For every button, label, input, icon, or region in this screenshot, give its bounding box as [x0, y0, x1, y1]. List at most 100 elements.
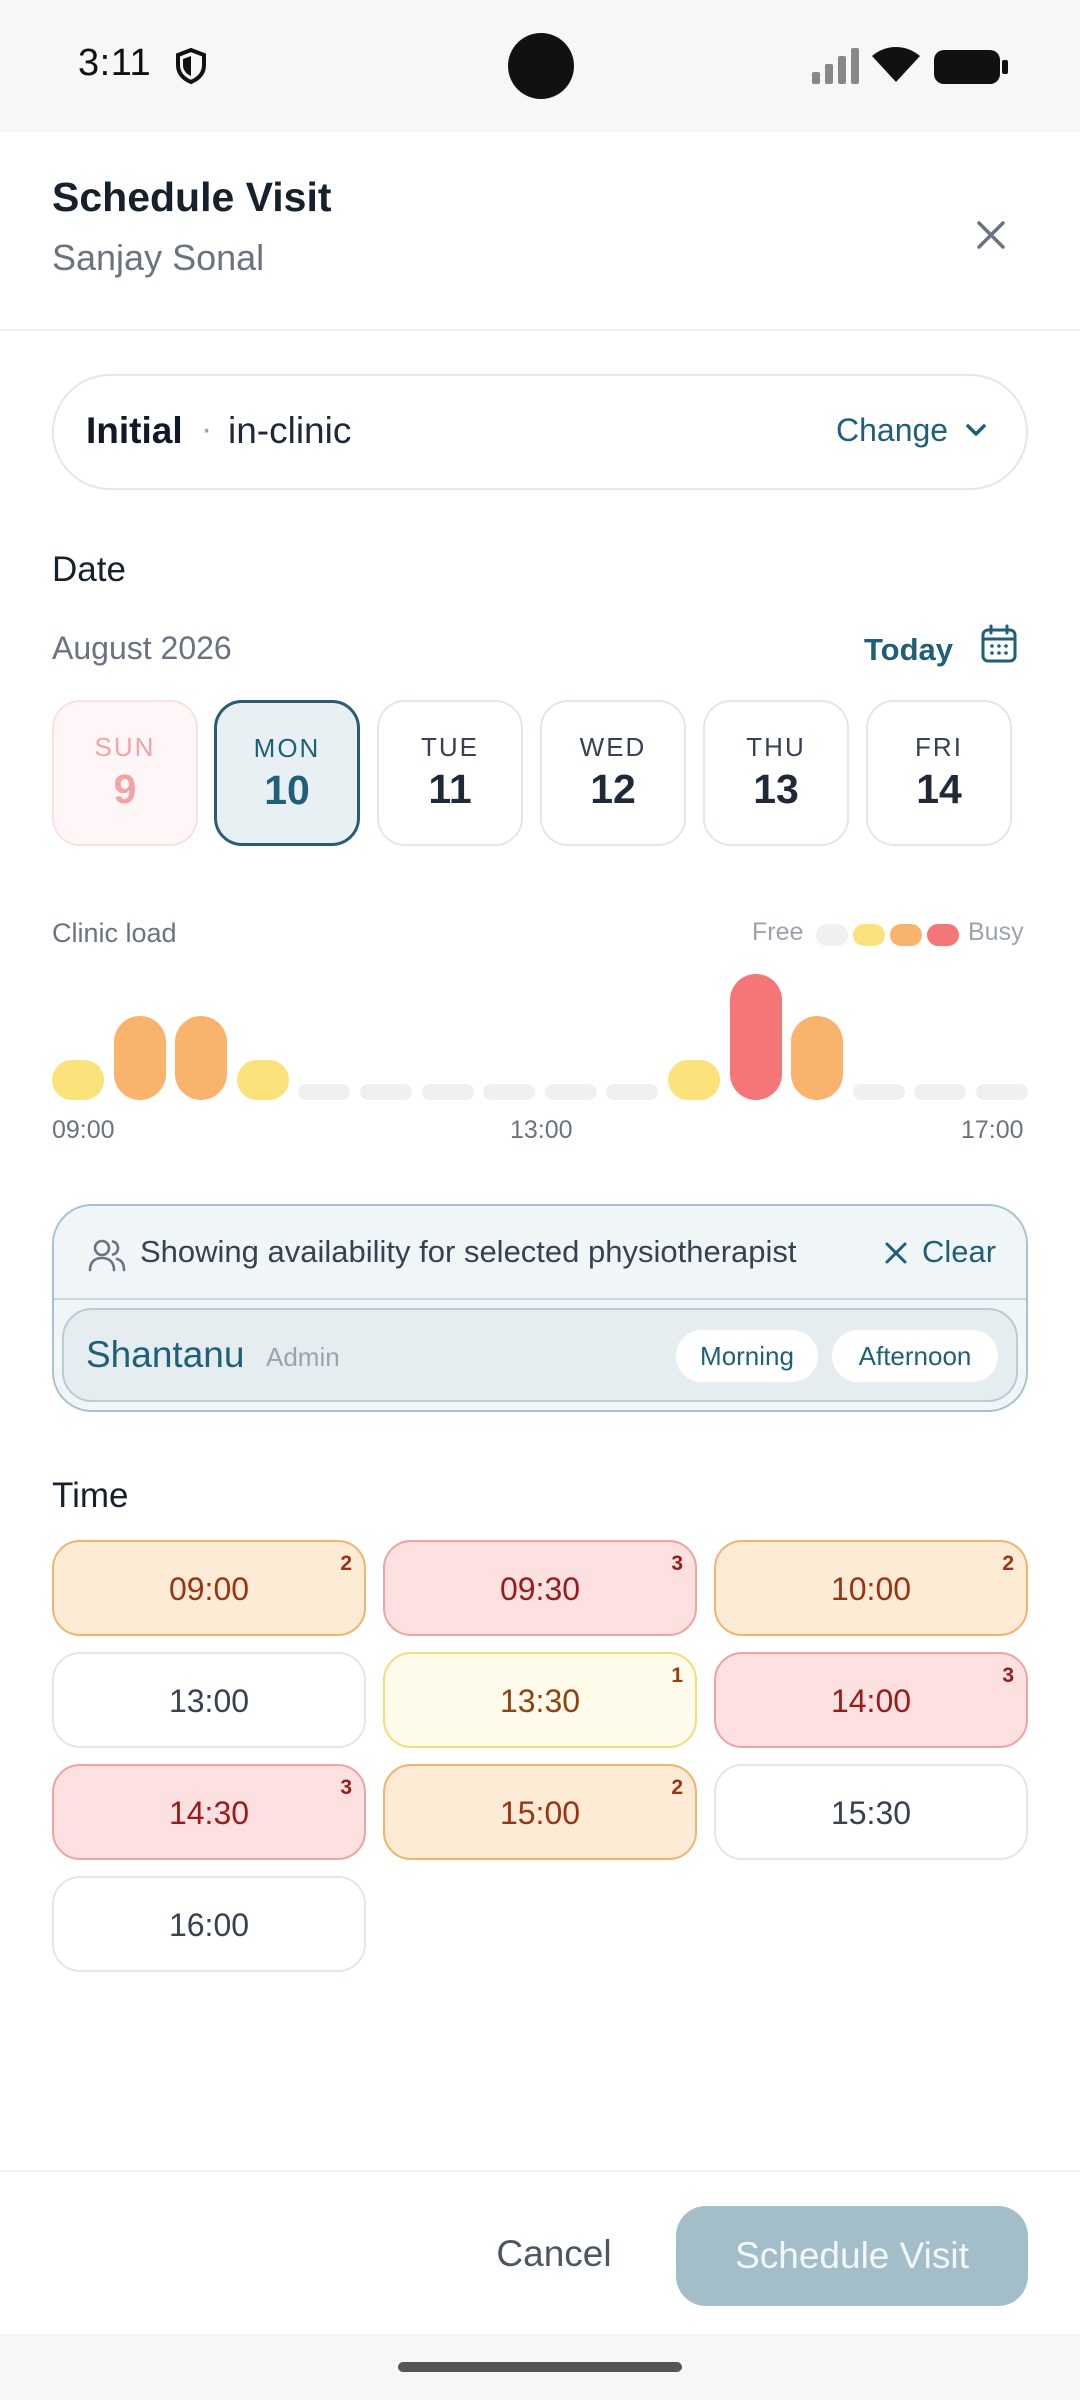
legend-swatch-free: [816, 924, 848, 946]
close-button[interactable]: [966, 210, 1016, 260]
day-date: 12: [590, 766, 636, 812]
load-bar: [483, 1084, 535, 1100]
visit-type-label: Initial: [86, 410, 183, 451]
front-camera: [508, 33, 574, 99]
physio-selected-row[interactable]: Shantanu Admin Morning Afternoon: [62, 1308, 1018, 1402]
dialog-title: Schedule Visit: [52, 174, 332, 220]
load-bar: [976, 1084, 1028, 1100]
slot-time: 16:00: [168, 1907, 250, 1943]
physio-filter-message: Showing availability for selected physio…: [140, 1234, 797, 1269]
legend-swatch-low: [853, 924, 885, 946]
load-bar: [730, 974, 782, 1100]
physio-filter-card: Showing availability for selected physio…: [52, 1204, 1028, 1412]
status-time: 3:11: [78, 42, 152, 84]
chip-afternoon[interactable]: Afternoon: [832, 1330, 998, 1382]
day-name: FRI: [915, 732, 963, 762]
slot-time: 09:30: [499, 1571, 581, 1607]
physio-name: Shantanu: [86, 1334, 245, 1375]
schedule-visit-button[interactable]: Schedule Visit: [676, 2206, 1028, 2306]
day-date: 14: [916, 766, 962, 812]
legend-free-label: Free: [752, 918, 804, 946]
close-icon: [977, 221, 1005, 249]
time-slot[interactable]: 15:00 2: [383, 1764, 697, 1860]
slot-time: 10:00: [830, 1571, 912, 1607]
today-button[interactable]: Today: [864, 632, 953, 667]
chevron-down-icon: [966, 424, 986, 436]
slot-booking-count: 3: [340, 1776, 352, 1799]
slot-booking-count: 2: [671, 1776, 683, 1799]
axis-label-end: 17:00: [961, 1116, 1024, 1144]
time-slot[interactable]: 09:30 3: [383, 1540, 697, 1636]
time-slot[interactable]: 14:00 3: [714, 1652, 1028, 1748]
load-bar: [114, 1016, 166, 1100]
date-section-label: Date: [52, 550, 126, 589]
day-date: 13: [753, 766, 799, 812]
load-bar: [791, 1016, 843, 1100]
clinic-load-chart: [52, 960, 1028, 1100]
load-bar: [545, 1084, 597, 1100]
load-bar: [606, 1084, 658, 1100]
time-slot[interactable]: 09:00 2: [52, 1540, 366, 1636]
home-indicator[interactable]: [398, 2362, 682, 2372]
close-icon[interactable]: [884, 1241, 908, 1265]
time-slot[interactable]: 16:00: [52, 1876, 366, 1972]
calendar-icon[interactable]: [980, 624, 1018, 664]
slot-time: 13:00: [168, 1683, 250, 1719]
visit-type-selector[interactable]: Initial · in-clinic Change: [52, 374, 1028, 490]
month-label: August 2026: [52, 630, 232, 666]
slot-booking-count: 3: [671, 1552, 683, 1575]
day-sun[interactable]: SUN 9: [52, 700, 198, 846]
dialog-header: Schedule Visit Sanjay Sonal: [0, 132, 1080, 331]
people-icon: [88, 1239, 126, 1272]
visit-mode-label: in-clinic: [228, 410, 352, 451]
day-name: MON: [253, 733, 321, 763]
load-bar: [668, 1060, 720, 1100]
cancel-button[interactable]: Cancel: [496, 2233, 612, 2274]
load-bar: [237, 1060, 289, 1100]
day-name: WED: [579, 732, 647, 762]
status-bar: 3:11: [0, 0, 1080, 132]
day-tue[interactable]: TUE 11: [377, 700, 523, 846]
slot-time: 14:30: [168, 1795, 250, 1831]
time-slot[interactable]: 13:30 1: [383, 1652, 697, 1748]
clear-filter-button[interactable]: Clear: [922, 1234, 997, 1269]
physio-filter-banner: Showing availability for selected physio…: [54, 1206, 1026, 1300]
slot-time: 13:30: [499, 1683, 581, 1719]
battery-icon: [934, 50, 1008, 84]
day-mon[interactable]: MON 10: [214, 700, 360, 846]
slot-booking-count: 3: [1002, 1664, 1014, 1687]
time-slot[interactable]: 15:30: [714, 1764, 1028, 1860]
shield-icon: [176, 48, 206, 84]
time-slot[interactable]: 10:00 2: [714, 1540, 1028, 1636]
dialog-footer: Cancel Schedule Visit: [0, 2170, 1080, 2334]
time-slot[interactable]: 13:00: [52, 1652, 366, 1748]
day-name: TUE: [421, 732, 479, 762]
legend-swatch-high: [927, 924, 959, 946]
load-bar: [360, 1084, 412, 1100]
change-visit-type-button[interactable]: Change: [836, 412, 949, 448]
load-bar: [422, 1084, 474, 1100]
axis-label-mid: 13:00: [510, 1116, 573, 1144]
slot-time: 14:00: [830, 1683, 912, 1719]
day-date: 11: [428, 766, 472, 812]
day-thu[interactable]: THU 13: [703, 700, 849, 846]
visit-type-separator: ·: [201, 410, 213, 448]
day-name: THU: [746, 732, 806, 762]
chip-morning[interactable]: Morning: [676, 1330, 818, 1382]
wifi-icon: [872, 47, 920, 82]
day-wed[interactable]: WED 12: [540, 700, 686, 846]
slot-time: 09:00: [168, 1571, 250, 1607]
legend-busy-label: Busy: [968, 918, 1024, 946]
legend-swatch-medium: [890, 924, 922, 946]
patient-name: Sanjay Sonal: [52, 237, 265, 278]
slot-booking-count: 1: [671, 1664, 683, 1687]
day-date: 9: [113, 766, 137, 812]
time-slot[interactable]: 14:30 3: [52, 1764, 366, 1860]
slot-time: 15:00: [499, 1795, 581, 1831]
load-bar: [853, 1084, 905, 1100]
load-bar: [914, 1084, 966, 1100]
slot-booking-count: 2: [1002, 1552, 1014, 1575]
slot-booking-count: 2: [340, 1552, 352, 1575]
day-name: SUN: [94, 732, 156, 762]
day-fri[interactable]: FRI 14: [866, 700, 1012, 846]
